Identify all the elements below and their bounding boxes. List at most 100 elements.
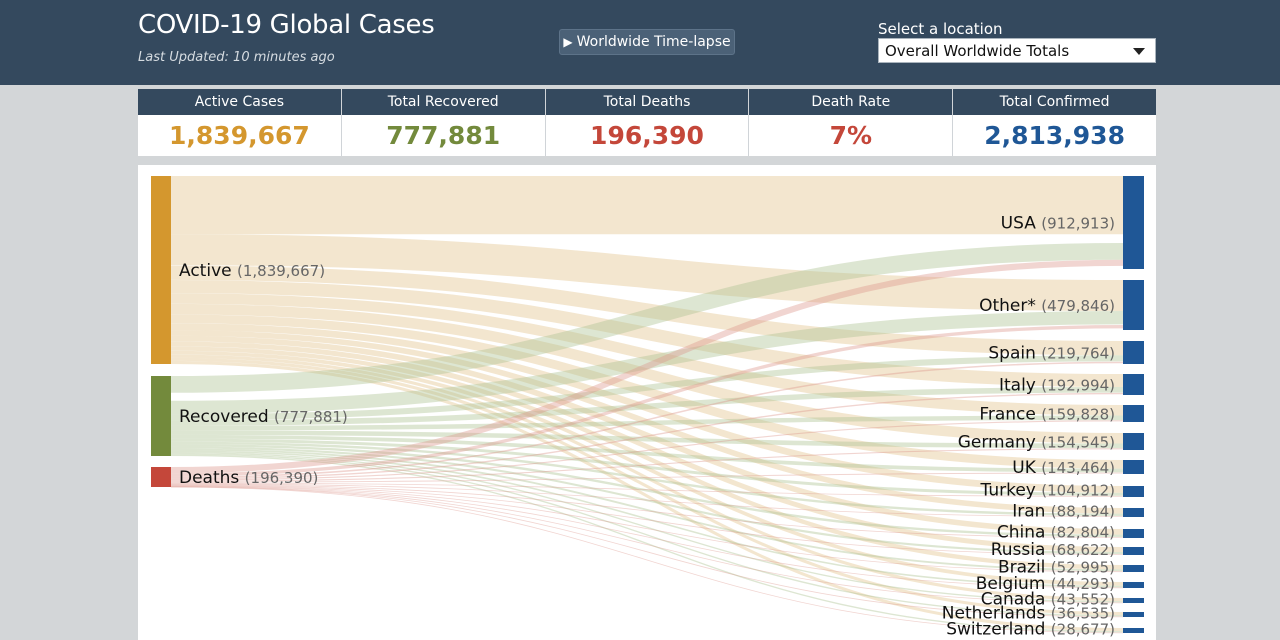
header-bar: COVID-19 Global Cases Last Updated: 10 m… (0, 0, 1280, 85)
source-name: Recovered (179, 407, 274, 427)
target-node[interactable] (1123, 460, 1144, 474)
link-deaths (170, 486, 1124, 634)
target-label: Germany (154,545) (958, 433, 1115, 453)
stat-label: Total Confirmed (953, 89, 1156, 115)
target-label: Iran (88,194) (1012, 502, 1115, 522)
target-node[interactable] (1123, 628, 1144, 633)
link-active (170, 234, 1124, 311)
target-value: (479,846) (1041, 297, 1115, 315)
stat-recovered: Total Recovered 777,881 (341, 89, 546, 156)
target-label: Russia (68,622) (991, 540, 1115, 560)
link-active (170, 280, 1124, 388)
target-node[interactable] (1123, 582, 1144, 588)
target-name: China (997, 523, 1051, 543)
link-recovered (170, 454, 1124, 633)
link-recovered (170, 415, 1124, 431)
target-node[interactable] (1123, 565, 1144, 572)
stat-label: Total Deaths (545, 89, 749, 115)
stat-value: 2,813,938 (984, 121, 1125, 150)
target-label: Belgium (44,293) (976, 574, 1115, 594)
target-label: Turkey (104,912) (980, 481, 1115, 501)
target-node[interactable] (1123, 374, 1144, 395)
link-active (170, 303, 1124, 444)
location-select[interactable]: Overall Worldwide Totals (878, 38, 1156, 63)
target-value: (88,194) (1051, 503, 1115, 521)
target-value: (192,994) (1041, 377, 1115, 395)
stat-deaths: Total Deaths 196,390 (545, 89, 750, 156)
source-name: Active (179, 261, 237, 281)
target-label: Spain (219,764) (988, 344, 1115, 364)
link-recovered (170, 446, 1124, 555)
link-deaths (170, 392, 1124, 480)
target-label: Italy (192,994) (999, 376, 1115, 396)
target-value: (82,804) (1051, 524, 1115, 542)
stat-label: Total Recovered (341, 89, 545, 115)
link-recovered (170, 242, 1124, 393)
target-name: Brazil (998, 558, 1051, 578)
target-name: Other* (979, 296, 1041, 316)
target-value: (143,464) (1041, 459, 1115, 477)
link-deaths (170, 484, 1124, 538)
link-recovered (170, 450, 1124, 588)
target-value: (28,677) (1051, 621, 1115, 639)
link-deaths (170, 472, 1124, 483)
target-node[interactable] (1123, 529, 1144, 538)
stat-value: 777,881 (386, 121, 501, 150)
link-recovered (170, 311, 1124, 415)
target-node[interactable] (1123, 547, 1144, 555)
stat-value: 7% (829, 121, 873, 150)
target-label: France (159,828) (979, 405, 1115, 425)
link-recovered (170, 387, 1124, 426)
target-node[interactable] (1123, 508, 1144, 517)
source-node-active[interactable] (151, 176, 171, 364)
link-deaths (170, 361, 1124, 479)
target-value: (52,995) (1051, 559, 1115, 577)
source-label: Active (1,839,667) (179, 261, 325, 281)
link-active (170, 330, 1124, 514)
target-label: Other* (479,846) (979, 296, 1115, 316)
link-active (170, 350, 1124, 586)
target-name: UK (1012, 458, 1041, 478)
stat-value: 1,839,667 (169, 121, 310, 150)
source-value: (196,390) (245, 469, 319, 487)
link-active (170, 354, 1124, 602)
target-node[interactable] (1123, 280, 1144, 330)
link-deaths (170, 486, 1124, 604)
source-label: Recovered (777,881) (179, 407, 348, 427)
target-name: Germany (958, 433, 1042, 453)
source-node-deaths[interactable] (151, 467, 171, 487)
link-deaths (170, 420, 1124, 481)
target-node[interactable] (1123, 486, 1144, 497)
stat-label: Active Cases (138, 89, 341, 115)
target-name: Turkey (980, 481, 1042, 501)
source-label: Deaths (196,390) (179, 468, 318, 488)
target-name: Iran (1012, 502, 1051, 522)
link-active (170, 335, 1124, 535)
target-node[interactable] (1123, 341, 1144, 364)
page-title: COVID-19 Global Cases (138, 10, 435, 40)
target-name: Netherlands (942, 604, 1051, 624)
target-node[interactable] (1123, 405, 1144, 422)
timelapse-button[interactable]: ▶ Worldwide Time-lapse (559, 29, 735, 55)
source-node-recovered[interactable] (151, 376, 171, 456)
target-node[interactable] (1123, 612, 1144, 617)
link-deaths (170, 484, 1124, 555)
target-name: Belgium (976, 574, 1051, 594)
link-recovered (170, 452, 1124, 603)
location-label: Select a location (878, 20, 1003, 38)
target-node[interactable] (1123, 176, 1144, 269)
link-recovered (170, 448, 1124, 572)
target-node[interactable] (1123, 433, 1144, 450)
target-node[interactable] (1123, 598, 1144, 603)
link-deaths (170, 259, 1124, 474)
target-label: UK (143,464) (1012, 458, 1115, 478)
link-recovered (170, 453, 1124, 617)
target-value: (912,913) (1041, 215, 1115, 233)
target-name: Spain (988, 344, 1041, 364)
target-value: (36,535) (1051, 605, 1115, 623)
target-label: Brazil (52,995) (998, 558, 1115, 578)
link-deaths (170, 483, 1124, 517)
link-deaths (170, 486, 1124, 618)
target-name: Russia (991, 540, 1051, 560)
target-label: USA (912,913) (1001, 214, 1115, 234)
